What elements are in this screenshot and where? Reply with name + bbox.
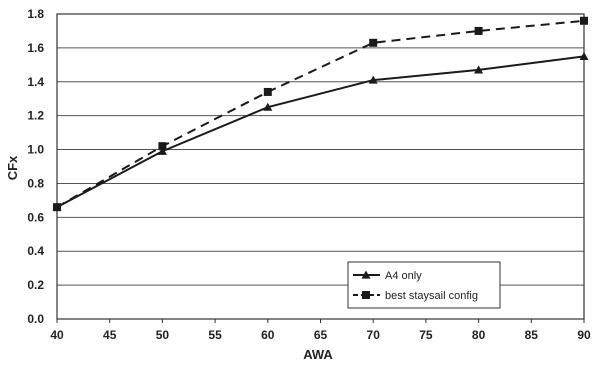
legend-box xyxy=(347,261,501,309)
y-tick-label: 1.6 xyxy=(27,41,44,55)
y-tick-label: 1.8 xyxy=(27,7,44,21)
legend-marker xyxy=(362,291,370,299)
x-tick-labels: 40 45 50 55 60 65 70 75 80 85 90 xyxy=(50,328,591,342)
legend-label: best staysail config xyxy=(385,290,478,302)
data-point xyxy=(368,75,378,84)
axes xyxy=(56,13,585,323)
data-point xyxy=(579,51,589,60)
y-tick-label: 1.2 xyxy=(27,109,44,123)
data-point xyxy=(474,26,483,35)
data-point xyxy=(53,203,61,212)
x-tick-label: 80 xyxy=(472,328,486,342)
data-point xyxy=(474,65,484,74)
data-point xyxy=(263,87,272,96)
data-point xyxy=(263,102,273,111)
x-tick-label: 85 xyxy=(525,328,539,342)
data-point xyxy=(158,142,167,151)
data-point xyxy=(157,146,167,155)
y-tick-labels: 0.0 0.2 0.4 0.6 0.8 1.0 1.2 1.4 1.6 1.8 xyxy=(27,7,44,326)
legend-label: A4 only xyxy=(385,270,422,282)
y-tick-label: 0.8 xyxy=(27,176,44,190)
y-tick-label: 0.2 xyxy=(27,278,44,292)
x-axis-title: AWA xyxy=(303,347,333,362)
y-axis-title: CFx xyxy=(5,155,20,180)
series-line xyxy=(56,55,585,209)
x-tick-label: 55 xyxy=(208,328,222,342)
x-tick-label: 60 xyxy=(261,328,275,342)
y-tick-label: 0.4 xyxy=(27,244,44,258)
x-tick-label: 50 xyxy=(156,328,170,342)
series-line xyxy=(56,19,585,209)
y-tick-label: 1.0 xyxy=(27,143,44,157)
y-tick-label: 0.6 xyxy=(27,210,44,224)
legend: A4 only best staysail config xyxy=(347,261,501,309)
x-tick-label: 45 xyxy=(103,328,117,342)
x-tick-label: 65 xyxy=(314,328,328,342)
x-tick-label: 70 xyxy=(367,328,381,342)
x-tick-label: 90 xyxy=(577,328,591,342)
x-tick-label: 75 xyxy=(419,328,433,342)
legend-marker xyxy=(361,270,371,279)
data-point xyxy=(580,16,588,25)
series-group xyxy=(52,16,589,212)
plot-frame xyxy=(56,13,585,320)
x-tick-label: 40 xyxy=(50,328,64,342)
y-tick-label: 0.0 xyxy=(27,312,44,326)
y-tick-label: 1.4 xyxy=(27,75,44,89)
data-point xyxy=(369,38,378,47)
series-1 xyxy=(53,16,588,212)
